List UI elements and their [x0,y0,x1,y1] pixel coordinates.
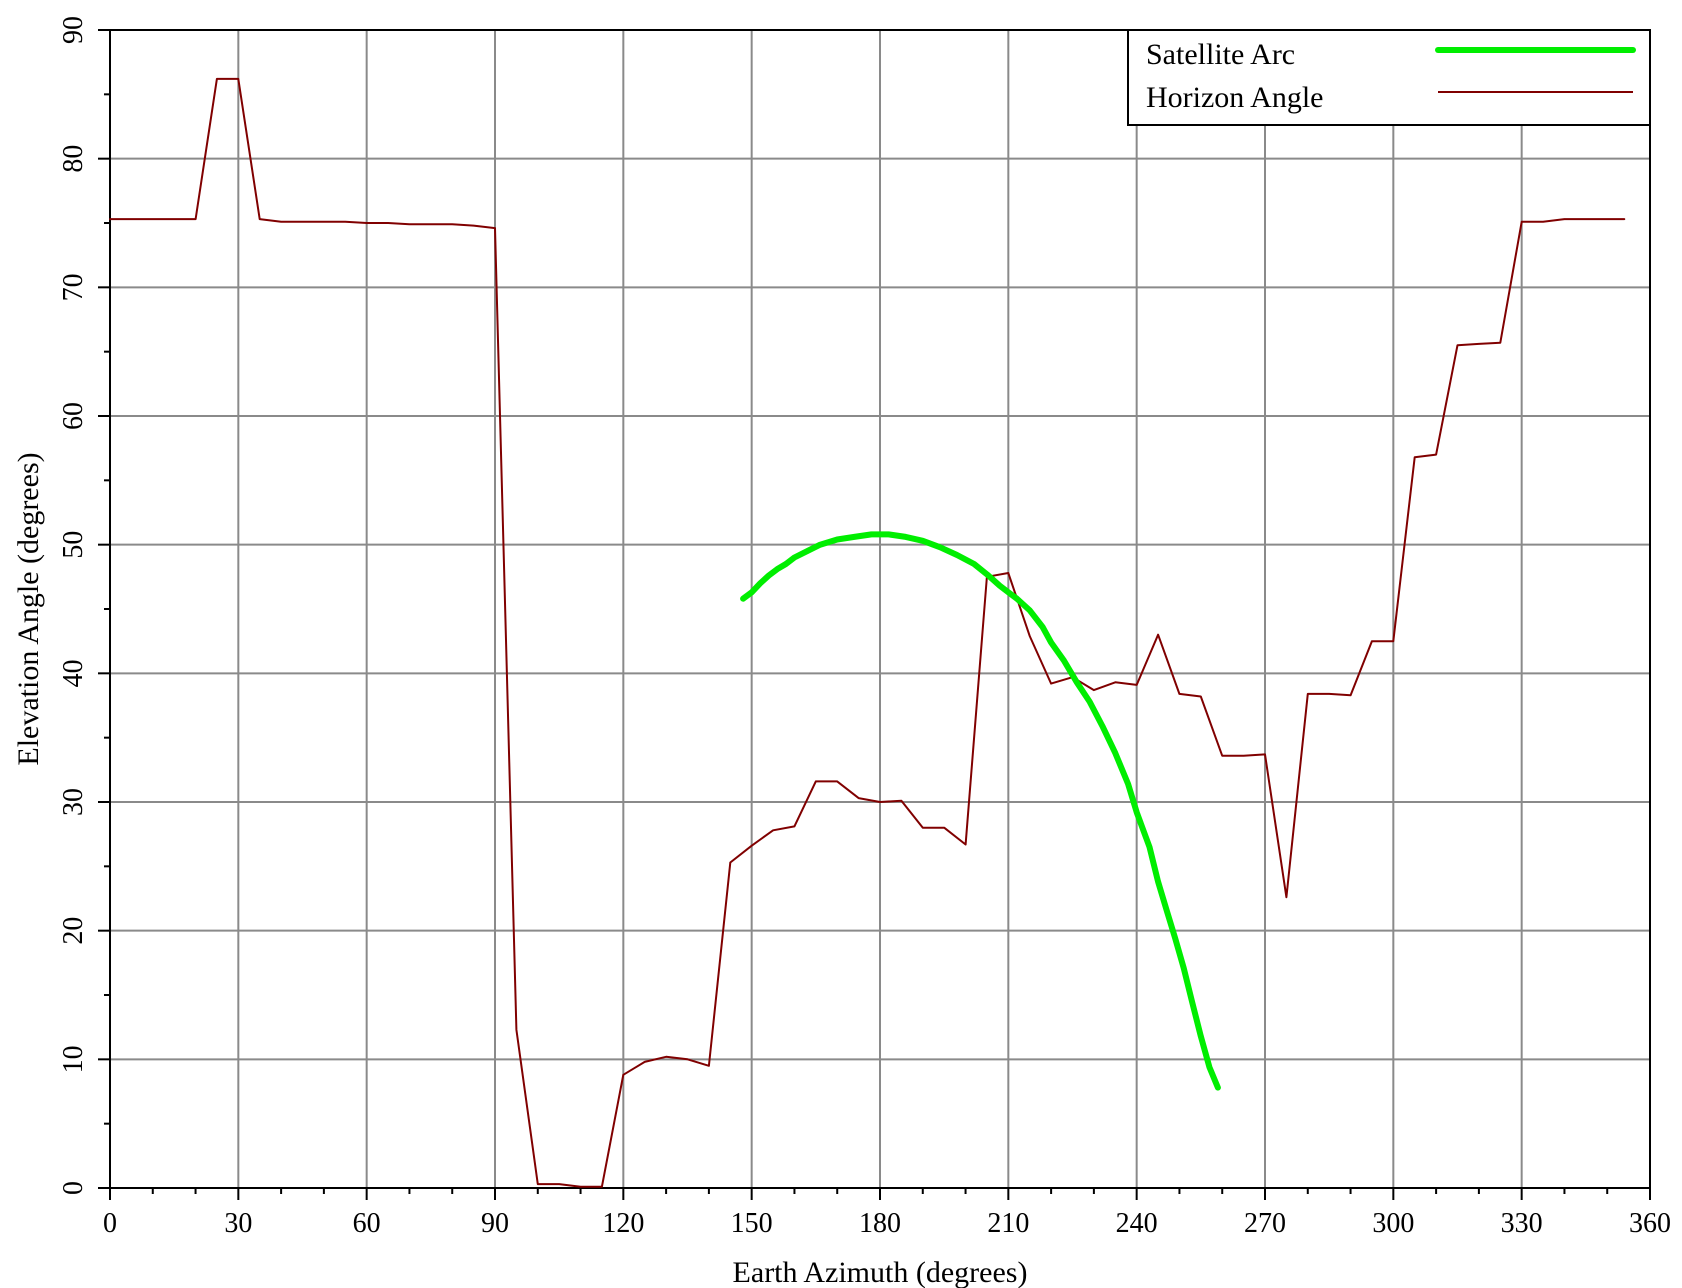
x-tick-label: 240 [1116,1208,1158,1239]
x-tick-label: 120 [602,1208,644,1239]
x-tick-label: 180 [859,1208,901,1239]
y-tick-label: 50 [58,531,89,559]
x-tick-label: 0 [103,1208,117,1239]
y-tick-label: 30 [58,788,89,816]
y-tick-label: 70 [58,273,89,301]
x-tick-label: 360 [1629,1208,1671,1239]
legend: Satellite Arc Horizon Angle [1127,29,1651,126]
series-line-satellite-arc [740,531,1221,1091]
grid-lines [110,30,1650,1188]
legend-label-horizon-angle: Horizon Angle [1146,81,1323,114]
y-tick-label: 90 [58,16,89,44]
y-tick-label: 80 [58,145,89,173]
x-tick-label: 300 [1372,1208,1414,1239]
x-tick-labels: 0 30 60 90 120 150 180 210 240 270 300 330 360 [103,1208,1671,1239]
x-axis-title: Earth Azimuth (degrees) [733,1256,1028,1288]
x-tick-label: 210 [987,1208,1029,1239]
y-axis-title: Elevation Angle (degrees) [12,452,45,765]
x-tick-label: 150 [731,1208,773,1239]
x-tick-label: 30 [224,1208,252,1239]
x-tick-label: 90 [481,1208,509,1239]
legend-label-satellite-arc: Satellite Arc [1146,38,1295,71]
axis-ticks [98,29,1651,1200]
y-tick-label: 20 [58,917,89,945]
y-tick-label: 60 [58,402,89,430]
legend-box [1127,29,1651,126]
x-tick-label: 330 [1501,1208,1543,1239]
series-layer [109,77,1626,1188]
series-line-horizon-angle [109,77,1626,1188]
y-tick-label: 40 [58,659,89,687]
x-tick-label: 270 [1244,1208,1286,1239]
y-tick-label: 10 [58,1045,89,1073]
x-tick-label: 60 [353,1208,381,1239]
y-tick-label: 0 [58,1181,89,1195]
y-tick-labels: 0 10 20 30 40 50 60 70 80 90 [58,16,89,1195]
